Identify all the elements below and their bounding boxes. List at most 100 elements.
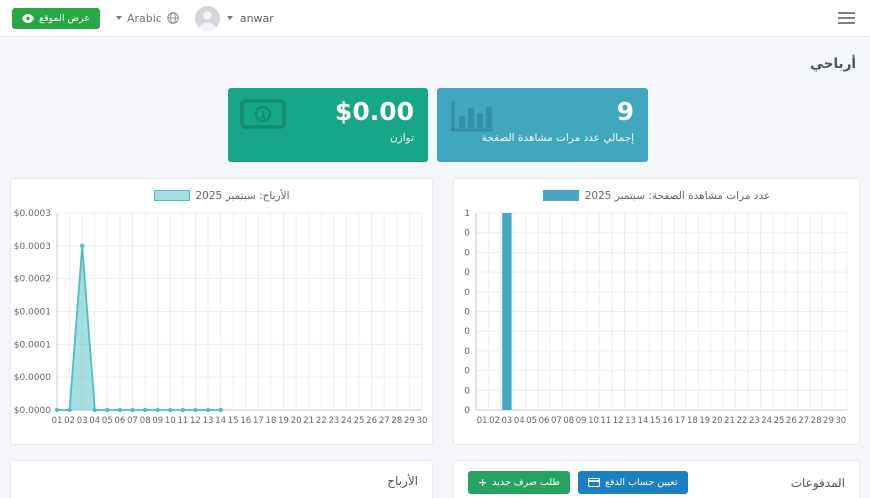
svg-text:0: 0 xyxy=(464,288,470,298)
svg-text:10: 10 xyxy=(588,416,599,426)
svg-text:02: 02 xyxy=(64,416,75,426)
svg-text:0: 0 xyxy=(464,229,470,239)
top-navbar: عرض الموقع Arabic anwar xyxy=(0,0,870,37)
payments-title: المدفوعات xyxy=(790,475,845,490)
svg-text:04: 04 xyxy=(514,416,525,426)
pageviews-chart-legend[interactable]: عدد مرات مشاهدة الصفحة: سبتمبر 2025 xyxy=(454,188,859,203)
svg-text:19: 19 xyxy=(699,416,710,426)
set-payment-account-button[interactable]: تعيين حساب الدفع xyxy=(577,471,688,494)
svg-text:09: 09 xyxy=(576,416,587,426)
credit-card-icon xyxy=(587,478,600,487)
svg-text:22: 22 xyxy=(316,416,327,426)
balance-card: 1 $0.00 توازن xyxy=(228,88,428,162)
earnings-chart-card: الأرباح: سبتمبر 2025 $0.0003 $0.0003 $0.00… xyxy=(10,178,433,445)
svg-text:$0.0002: $0.0002 xyxy=(14,275,51,285)
svg-text:12: 12 xyxy=(613,416,624,426)
view-site-button[interactable]: عرض الموقع xyxy=(12,7,100,29)
svg-text:26: 26 xyxy=(366,416,377,426)
balance-label: توازن xyxy=(389,131,414,144)
svg-text:$0.0001: $0.0001 xyxy=(14,308,51,318)
svg-text:28: 28 xyxy=(391,416,402,426)
language-label: Arabic xyxy=(126,11,162,25)
earnings-table-card: الأرباح xyxy=(10,460,433,498)
stats-row: 1 $0.00 توازن 9 إجمالي عدد مرات مشاهدة ا… xyxy=(218,88,870,162)
svg-text:0: 0 xyxy=(464,327,470,337)
menu-toggle-icon[interactable] xyxy=(835,9,858,27)
svg-text:27: 27 xyxy=(379,416,390,426)
charts-row: الأرباح: سبتمبر 2025 $0.0003 $0.0003 $0.00… xyxy=(0,178,870,445)
legend-label: الأرباح: سبتمبر 2025 xyxy=(195,189,290,202)
page-title: أرباحي xyxy=(810,56,856,72)
svg-text:09: 09 xyxy=(152,416,163,426)
legend-label: عدد مرات مشاهدة الصفحة: سبتمبر 2025 xyxy=(584,189,771,202)
svg-text:05: 05 xyxy=(526,416,537,426)
language-dropdown[interactable]: Arabic xyxy=(115,11,179,25)
balance-value: $0.00 xyxy=(334,97,414,126)
avatar xyxy=(194,5,220,31)
svg-text:1: 1 xyxy=(260,110,267,121)
svg-text:12: 12 xyxy=(190,416,201,426)
money-bill-icon: 1 xyxy=(240,99,286,133)
chevron-down-icon xyxy=(115,16,122,20)
svg-text:21: 21 xyxy=(724,416,735,426)
svg-text:29: 29 xyxy=(404,416,415,426)
svg-text:14: 14 xyxy=(638,416,649,426)
svg-text:$0.0000: $0.0000 xyxy=(14,406,51,416)
svg-text:0: 0 xyxy=(464,386,470,396)
svg-text:0: 0 xyxy=(464,308,470,318)
svg-text:06: 06 xyxy=(115,416,126,426)
svg-text:23: 23 xyxy=(328,416,339,426)
svg-text:05: 05 xyxy=(102,416,113,426)
svg-text:20: 20 xyxy=(291,416,302,426)
svg-text:07: 07 xyxy=(551,416,562,426)
svg-text:28: 28 xyxy=(811,416,822,426)
svg-text:0: 0 xyxy=(464,367,470,377)
eye-icon xyxy=(22,13,34,23)
svg-text:0: 0 xyxy=(464,268,470,278)
legend-swatch xyxy=(542,190,579,201)
set-payment-account-label: تعيين حساب الدفع xyxy=(604,477,678,488)
svg-text:18: 18 xyxy=(687,416,698,426)
svg-text:1: 1 xyxy=(464,209,470,219)
new-payout-button[interactable]: + طلب صرف جديد xyxy=(468,471,570,494)
view-site-label: عرض الموقع xyxy=(39,12,90,24)
svg-text:30: 30 xyxy=(835,416,846,426)
svg-text:$0.0001: $0.0001 xyxy=(14,340,51,350)
svg-text:0: 0 xyxy=(464,347,470,357)
svg-text:01: 01 xyxy=(52,416,63,426)
globe-icon xyxy=(167,12,179,24)
svg-text:15: 15 xyxy=(650,416,661,426)
svg-text:$0.0000: $0.0000 xyxy=(14,373,51,383)
svg-text:16: 16 xyxy=(662,416,673,426)
pageviews-label: إجمالي عدد مرات مشاهدة الصفحة xyxy=(481,131,634,144)
svg-text:21: 21 xyxy=(303,416,314,426)
svg-text:02: 02 xyxy=(489,416,500,426)
svg-text:17: 17 xyxy=(253,416,264,426)
svg-text:08: 08 xyxy=(563,416,574,426)
svg-text:07: 07 xyxy=(127,416,138,426)
svg-text:24: 24 xyxy=(761,416,772,426)
user-dropdown[interactable]: anwar xyxy=(194,5,274,31)
svg-text:17: 17 xyxy=(675,416,686,426)
earnings-chart-legend[interactable]: الأرباح: سبتمبر 2025 xyxy=(11,188,432,203)
earnings-area-chart: $0.0003 $0.0003 $0.0002 $0.0001 $0.0001 $0.00… xyxy=(14,209,428,426)
svg-text:20: 20 xyxy=(712,416,723,426)
svg-text:19: 19 xyxy=(278,416,289,426)
svg-text:25: 25 xyxy=(774,416,785,426)
svg-text:11: 11 xyxy=(600,416,611,426)
svg-text:0: 0 xyxy=(464,406,470,416)
svg-text:01: 01 xyxy=(477,416,488,426)
svg-text:30: 30 xyxy=(417,416,428,426)
svg-text:03: 03 xyxy=(77,416,88,426)
bar-chart-icon xyxy=(449,99,495,137)
svg-text:0: 0 xyxy=(464,248,470,258)
payments-card: + طلب صرف جديد تعيين حساب الدفع المدفوعا… xyxy=(453,460,860,498)
svg-text:13: 13 xyxy=(625,416,636,426)
username: anwar xyxy=(239,11,274,25)
svg-text:14: 14 xyxy=(215,416,226,426)
svg-text:26: 26 xyxy=(786,416,797,426)
earnings-section-title: الأرباح xyxy=(387,474,418,488)
svg-text:03: 03 xyxy=(502,416,513,426)
svg-text:$0.0003: $0.0003 xyxy=(14,242,51,252)
